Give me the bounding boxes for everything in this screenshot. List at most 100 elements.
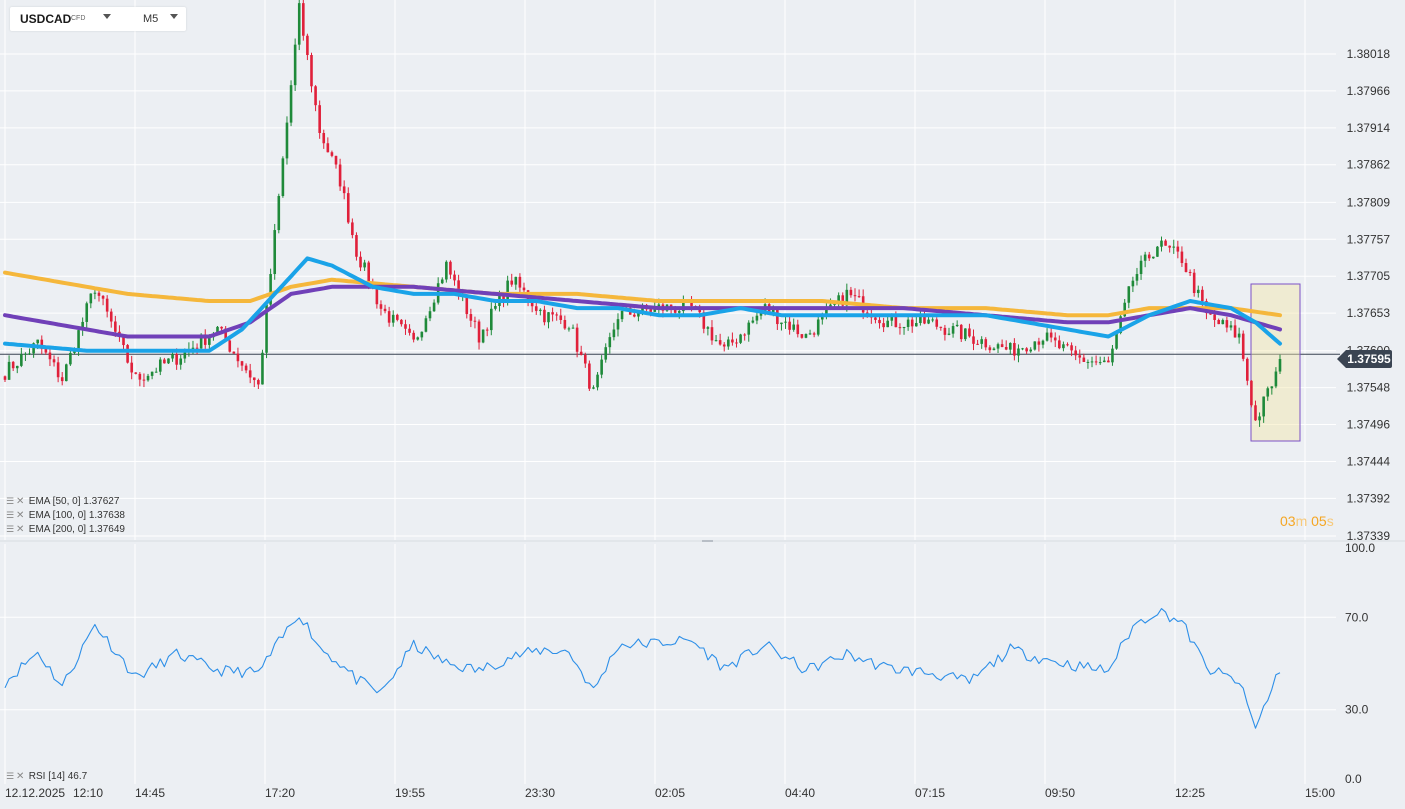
candle-body xyxy=(620,310,624,320)
timeframe-dropdown-icon[interactable] xyxy=(170,14,178,19)
candle-body xyxy=(1123,302,1127,317)
candle-body xyxy=(1090,361,1094,363)
candle-body xyxy=(396,314,399,320)
last-candles-highlight xyxy=(1250,283,1301,442)
candle-body xyxy=(910,319,914,327)
candle-body xyxy=(404,324,407,329)
candle-body xyxy=(567,328,571,330)
candle-body xyxy=(465,295,469,315)
candle-body xyxy=(1221,320,1225,325)
candle-body xyxy=(224,328,227,341)
candle-body xyxy=(927,319,930,324)
candle-body xyxy=(718,340,722,345)
settings-icon[interactable]: ☰ xyxy=(6,524,15,534)
candle-body xyxy=(477,321,481,343)
candle-body xyxy=(633,314,636,317)
price-axis-tick-label: 1.37862 xyxy=(1347,158,1391,172)
settings-icon[interactable]: ☰ xyxy=(6,496,15,506)
candle-body xyxy=(375,287,379,305)
candle-body xyxy=(677,311,681,313)
current-price-tag: 1.37595 xyxy=(1346,350,1392,368)
time-axis-tick-label: 07:15 xyxy=(915,786,945,800)
symbol-selector[interactable]: USDCAD CFD M5 xyxy=(10,7,186,31)
candle-body xyxy=(853,295,857,297)
candle-body xyxy=(841,295,845,306)
ema-line-100 xyxy=(3,284,1282,339)
candle-body xyxy=(641,304,644,314)
candle-body xyxy=(1172,246,1176,248)
candle-body xyxy=(89,293,93,304)
candle-body xyxy=(469,314,473,321)
candle-body xyxy=(248,370,252,378)
candle-body xyxy=(1225,320,1229,328)
price-axis-tick-label: 1.37548 xyxy=(1347,381,1391,395)
candle-body xyxy=(310,55,313,87)
candle-body xyxy=(547,312,550,323)
candle-body xyxy=(919,314,922,324)
candle-body xyxy=(522,287,526,291)
price-axis-tick-label: 1.37914 xyxy=(1347,121,1391,135)
candle-body xyxy=(800,334,804,338)
rsi-value: 46.7 xyxy=(67,771,88,782)
candle-body xyxy=(1098,362,1102,364)
close-icon[interactable]: ✕ xyxy=(16,510,25,521)
candle-body xyxy=(244,365,248,371)
candle-body xyxy=(878,319,881,324)
candle-body xyxy=(637,313,640,317)
settings-icon[interactable]: ☰ xyxy=(6,771,15,781)
close-icon[interactable]: ✕ xyxy=(16,496,25,507)
candle-body xyxy=(1058,340,1061,349)
candle-body xyxy=(318,105,321,133)
candle-body xyxy=(1246,358,1249,381)
candle-body xyxy=(1025,348,1028,352)
candle-countdown: 03m 05s xyxy=(1280,513,1334,529)
candle-body xyxy=(130,362,133,373)
candle-body xyxy=(391,314,395,323)
candle-body xyxy=(530,301,534,307)
candle-body xyxy=(939,326,943,328)
candle-body xyxy=(592,387,595,389)
rsi-axis-tick-label: 0.0 xyxy=(1345,772,1362,786)
close-icon[interactable]: ✕ xyxy=(16,524,25,535)
candle-body xyxy=(1278,359,1282,372)
price-axis-tick-label: 1.38018 xyxy=(1347,47,1391,61)
settings-icon[interactable]: ☰ xyxy=(6,510,15,520)
candle-body xyxy=(1266,388,1270,397)
candle-body xyxy=(379,304,383,309)
candle-body xyxy=(714,340,718,342)
candle-body xyxy=(3,376,7,380)
candle-body xyxy=(52,359,56,363)
candle-body xyxy=(1111,348,1114,363)
candle-body xyxy=(931,319,934,321)
candle-body xyxy=(1188,271,1192,273)
candle-body xyxy=(7,361,11,380)
candle-body xyxy=(1013,343,1016,356)
candle-body xyxy=(731,339,734,343)
candle-body xyxy=(330,152,334,156)
candle-body xyxy=(1127,286,1131,303)
candle-body xyxy=(445,261,448,280)
candle-body xyxy=(1258,416,1261,421)
candle-body xyxy=(612,329,616,338)
candle-body xyxy=(146,375,150,381)
rsi-axis-tick-label: 100.0 xyxy=(1345,541,1375,555)
close-icon[interactable]: ✕ xyxy=(16,771,25,782)
pane-resize-handle[interactable] xyxy=(702,540,713,542)
time-axis-tick-label: 12.12.2025 xyxy=(5,786,65,800)
ema200-legend: ☰ ✕ EMA [200, 0] 1.37649 xyxy=(6,524,125,535)
timeframe-label[interactable]: M5 xyxy=(143,13,159,25)
candle-body xyxy=(534,306,538,311)
candle-body xyxy=(1102,360,1106,363)
candle-body xyxy=(792,324,796,330)
symbol-dropdown-icon[interactable] xyxy=(103,14,111,19)
candle-body xyxy=(485,329,489,331)
candle-body xyxy=(506,280,509,302)
candle-body xyxy=(481,329,485,343)
candle-body xyxy=(1045,332,1049,341)
candle-body xyxy=(101,295,105,299)
candle-body xyxy=(902,326,906,329)
candle-body xyxy=(199,334,203,349)
candle-body xyxy=(473,320,477,322)
candle-body xyxy=(314,86,317,106)
